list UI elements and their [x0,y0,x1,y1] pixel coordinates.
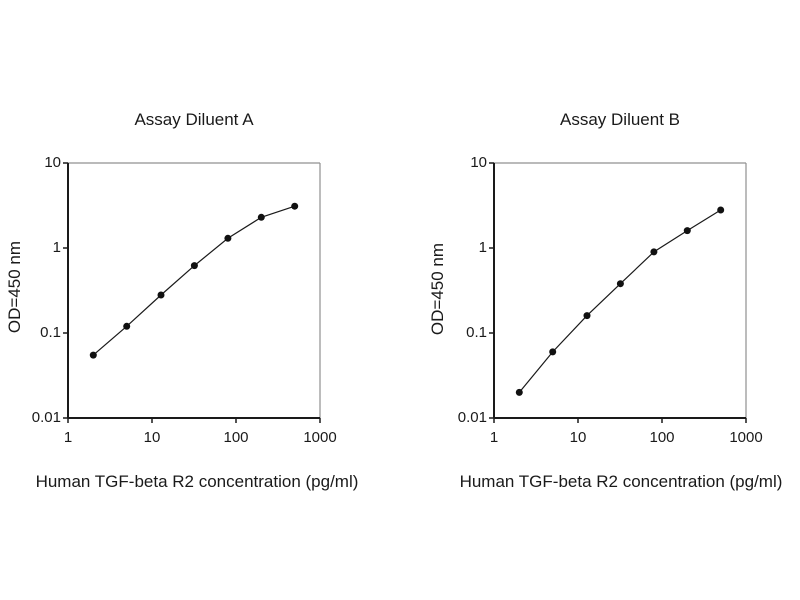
chart-a-title: Assay Diluent A [134,110,254,129]
chart-b-x-tick-label: 1000 [729,429,763,446]
series-line [92,205,295,356]
chart-b-y-tick-label: 0.1 [466,324,487,341]
chart-a-y-tick-label: 0.01 [31,409,61,426]
chart-a-x-tick-label: 100 [223,429,249,446]
data-point [616,280,624,288]
chart-a-y-tick-label: 0.1 [40,324,61,341]
chart-b-title: Assay Diluent B [560,110,680,129]
data-point [224,234,232,242]
data-point [717,206,725,214]
series-line [518,209,722,393]
chart-a-x-tick-label: 10 [143,429,161,446]
chart-b-x-tick-label: 100 [649,429,675,446]
chart-b-x-tick-label: 10 [569,429,587,446]
chart-a-y-tick-label: 1 [52,239,61,256]
data-point [190,262,198,270]
data-point [123,322,131,330]
chart-a-x-tick-label: 1 [63,429,73,446]
chart-b-x-tick-label: 1 [489,429,499,446]
data-point [89,351,97,359]
data-point [291,202,299,210]
data-point [157,291,165,299]
data-point [650,248,658,256]
chart-b-x-axis-label: Human TGF-beta R2 concentration (pg/ml) [459,472,783,491]
data-point [683,227,691,235]
data-point [257,213,265,221]
data-point [549,348,557,356]
chart-a-y-tick-label: 10 [44,154,61,171]
chart-a-x-axis-label: Human TGF-beta R2 concentration (pg/ml) [35,472,359,491]
chart-b-y-tick-label: 1 [478,239,487,256]
data-point [583,312,591,320]
chart-b-y-tick-label: 10 [470,154,487,171]
data-point [515,388,523,396]
chart-b-y-tick-label: 0.01 [457,409,487,426]
chart-a-x-tick-label: 1000 [303,429,337,446]
